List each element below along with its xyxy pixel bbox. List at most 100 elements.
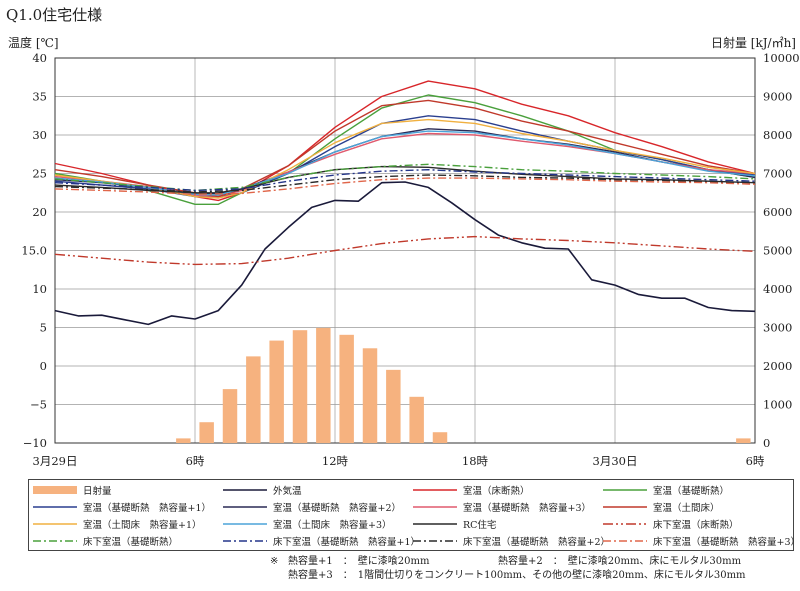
x-tick-label: 12時 [322, 454, 349, 468]
legend-swatch [223, 485, 267, 495]
solar-bar [199, 422, 214, 443]
solar-bar [246, 356, 261, 443]
legend-label: 室温（土間床） [653, 503, 720, 514]
legend-swatch [603, 536, 647, 546]
y-right-axis-title: 日射量 [kJ/㎡h] [711, 35, 796, 50]
y-left-tick-label: −10 [23, 436, 47, 450]
series-line-6 [54, 99, 756, 198]
legend-label: 室温（基礎断熱 熱容量+2） [273, 503, 402, 514]
legend-swatch [603, 485, 647, 495]
legend-swatch [33, 536, 77, 546]
legend-label: 床下室温（基礎断熱 熱容量+3） [653, 537, 800, 548]
y-right-tick-label: 0 [763, 436, 770, 450]
legend-item: 室温（土間床 熱容量+1） [33, 516, 202, 532]
y-left-tick-label: 40 [32, 51, 47, 65]
y-right-tick-label: 10000 [763, 51, 800, 65]
page-title: Q1.0住宅仕様 [6, 6, 103, 24]
series-line-9 [54, 165, 756, 194]
legend-swatch [413, 519, 457, 529]
legend-swatch [33, 485, 77, 495]
y-right-tick-label: 5000 [763, 244, 792, 258]
note-heat-capacity-2: 熱容量+2 ： 壁に漆喰20mm、床にモルタル30mm [498, 556, 742, 567]
note-heat-capacity-3: 熱容量+3 ： 1階間仕切りをコンクリート100mm、その他の壁に漆喰20mm、… [288, 570, 746, 581]
solar-bar [386, 369, 401, 443]
legend-swatch [33, 502, 77, 512]
legend-item: 室温（基礎断熱 熱容量+2） [223, 499, 401, 515]
y-left-tick-label: −5 [30, 398, 47, 412]
legend-item: 床下室温（基礎断熱 熱容量+2） [413, 533, 610, 549]
legend-swatch [33, 519, 77, 529]
solar-bar [432, 432, 448, 443]
legend-label: 日射量 [83, 486, 112, 497]
y-right-tick-label: 3000 [763, 321, 792, 335]
x-tick-label: 6時 [186, 454, 205, 468]
solar-bar [316, 327, 331, 443]
y-left-tick-label: 30 [32, 128, 47, 142]
y-left-tick-label: 25 [32, 167, 47, 181]
y-left-tick-label: 20 [32, 205, 47, 219]
legend-item: 床下室温（基礎断熱 熱容量+3） [603, 533, 800, 549]
x-tick-label: 18時 [462, 454, 489, 468]
legend-swatch [223, 502, 267, 512]
legend-label: 室温（基礎断熱 熱容量+3） [463, 503, 592, 514]
series-line-14 [54, 177, 756, 195]
legend-swatch [603, 502, 647, 512]
legend-item: 床下室温（床断熱） [603, 516, 739, 532]
legend-swatch [413, 502, 457, 512]
solar-bar [292, 330, 308, 443]
series-line-13 [54, 174, 756, 193]
series-line-0 [54, 181, 756, 326]
y-right-tick-label: 8000 [763, 128, 792, 142]
solar-bar [736, 438, 751, 443]
legend-label: 室温（基礎断熱） [653, 486, 730, 497]
legend-item: 外気温 [223, 482, 302, 498]
y-right-tick-label: 1000 [763, 398, 792, 412]
legend-label: 室温（土間床 熱容量+3） [273, 520, 392, 531]
legend-label: 室温（基礎断熱 熱容量+1） [83, 503, 212, 514]
legend-swatch [223, 519, 267, 529]
x-tick-label: 6時 [746, 454, 765, 468]
legend: 日射量 外気温 室温（床断熱） 室温（基礎断熱） 室温（基礎断熱 熱容量+1） 室温（基礎… [28, 479, 800, 551]
solar-bar [362, 348, 378, 443]
solar-bar [222, 389, 238, 443]
y-right-tick-label: 9000 [763, 90, 792, 104]
series-line-10 [54, 235, 756, 266]
solar-bar [176, 438, 191, 443]
legend-swatch [413, 536, 457, 546]
solar-bar [409, 396, 424, 443]
legend-label: RC住宅 [463, 520, 497, 531]
legend-label: 外気温 [273, 486, 302, 497]
solar-bar [269, 340, 284, 443]
legend-item: 床下室温（基礎断熱 熱容量+1） [223, 533, 420, 549]
solar-bar [339, 334, 354, 443]
note-mark: ※ [270, 556, 279, 567]
legend-item: 室温（基礎断熱 熱容量+3） [413, 499, 591, 515]
legend-label: 床下室温（基礎断熱 熱容量+1） [273, 537, 421, 548]
series-line-12 [54, 169, 756, 192]
series-line-4 [54, 128, 756, 195]
y-left-axis-title: 温度 [℃] [8, 35, 59, 50]
legend-item: 室温（土間床） [603, 499, 720, 515]
legend-label: 床下室温（基礎断熱 熱容量+2） [463, 537, 611, 548]
legend-label: 室温（床断熱） [463, 486, 530, 497]
notes: ※ 熱容量+1 ： 壁に漆喰20mm 熱容量+2 ： 壁に漆喰20mm、床にモル… [270, 555, 746, 583]
plot-frame [54, 57, 756, 444]
x-tick-label: 3月30日 [593, 454, 638, 468]
y-left-tick-label: 5 [40, 321, 47, 335]
legend-item: RC住宅 [413, 516, 496, 532]
legend-item: 室温（基礎断熱） [603, 482, 729, 498]
legend-item: 室温（床断熱） [413, 482, 530, 498]
series-line-8 [54, 130, 756, 196]
note-heat-capacity-1: 熱容量+1 ： 壁に漆喰20mm [288, 556, 430, 567]
legend-label: 床下室温（基礎断熱） [83, 537, 179, 548]
legend-swatch [413, 485, 457, 495]
chart: 温度 [℃] 日射量 [kJ/㎡h] 40 35 30 25 20 15.0 10 5 0 −5 −10… [8, 35, 800, 468]
y-left-tick-label: 15.0 [21, 244, 47, 258]
y-right-tick-label: 6000 [763, 205, 792, 219]
y-right-tick-label: 7000 [763, 167, 792, 181]
y-left-tick-label: 0 [40, 359, 47, 373]
legend-item: 室温（基礎断熱 熱容量+1） [33, 499, 211, 515]
y-right-tick-label: 4000 [763, 282, 792, 296]
legend-item: 床下室温（基礎断熱） [33, 533, 178, 549]
y-right-tick-label: 2000 [763, 359, 792, 373]
